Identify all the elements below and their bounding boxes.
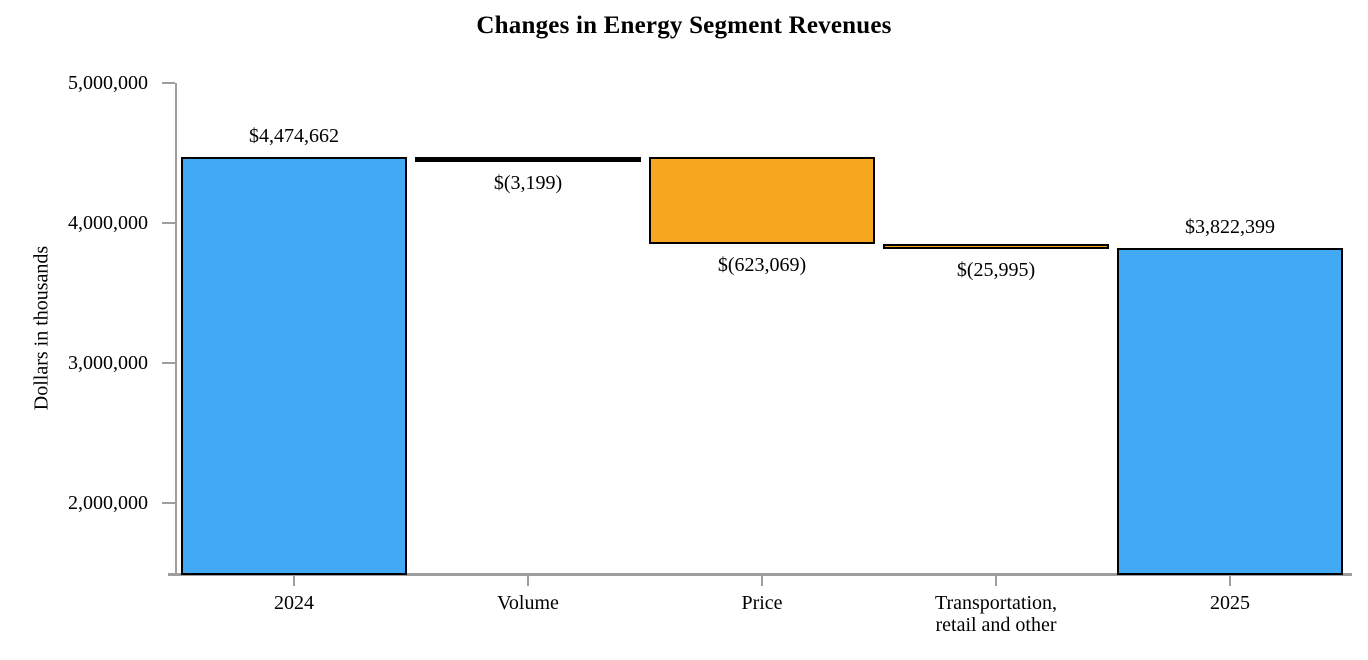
x-axis-tick [293,576,295,586]
x-axis-tick [527,576,529,586]
chart-title: Changes in Energy Segment Revenues [476,12,892,39]
y-axis-tick [162,362,175,364]
x-axis-tick [1229,576,1231,586]
y-axis-tick [162,502,175,504]
y-axis-tick-label: 2,000,000 [68,492,148,514]
x-axis-category-label: 2024 [274,592,314,614]
y-axis-tick-label: 5,000,000 [68,72,148,94]
bar-5-2025 [1117,247,1343,575]
x-axis-line [168,573,1352,576]
y-axis-tick-label: 3,000,000 [68,352,148,374]
bar-value-label: $4,474,662 [249,124,339,147]
y-axis-tick [162,82,175,84]
y-axis-tick-label: 4,000,000 [68,212,148,234]
bar-4-transportation-retail-and-other [883,244,1109,250]
bar-value-label: $(3,199) [493,171,563,194]
bar-value-label: $(25,995) [956,259,1036,282]
y-axis-tick [162,222,175,224]
x-axis-category-label: Price [741,592,783,614]
x-axis-category-label: Transportation, retail and other [934,592,1058,636]
y-axis-title: Dollars in thousands [30,245,53,411]
x-axis-tick [761,576,763,586]
x-axis-category-label: 2025 [1210,592,1250,614]
y-axis-line [175,83,177,575]
bar-value-label: $3,822,399 [1185,215,1275,238]
bar-1-2024 [181,156,407,575]
bar-3-price [649,156,875,245]
bar-value-label: $(623,069) [717,254,807,277]
bar-2-volume [415,156,641,162]
x-axis-tick [995,576,997,586]
x-axis-category-label: Volume [497,592,559,614]
